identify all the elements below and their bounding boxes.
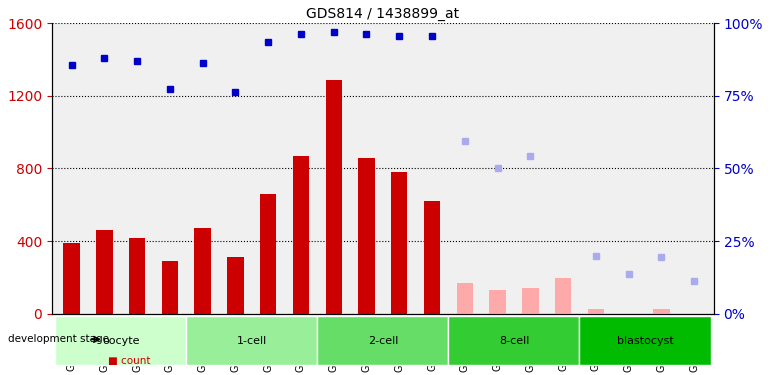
Text: 2-cell: 2-cell [368, 336, 398, 346]
FancyBboxPatch shape [55, 316, 186, 365]
FancyBboxPatch shape [317, 316, 448, 365]
Text: 8-cell: 8-cell [499, 336, 529, 346]
Bar [424, 201, 440, 314]
FancyBboxPatch shape [580, 316, 711, 365]
Bar [358, 158, 375, 314]
Text: 1-cell: 1-cell [236, 336, 267, 346]
Bar [293, 156, 309, 314]
Bar [326, 80, 342, 314]
Bar [129, 238, 146, 314]
Text: oocyte: oocyte [102, 336, 139, 346]
Bar [653, 309, 670, 314]
Bar [522, 288, 538, 314]
Text: blastocyst: blastocyst [617, 336, 674, 346]
Text: development stage: development stage [8, 334, 109, 344]
Title: GDS814 / 1438899_at: GDS814 / 1438899_at [306, 7, 460, 21]
Text: ■ count: ■ count [108, 356, 150, 366]
Bar [391, 172, 407, 314]
Bar [227, 257, 243, 313]
Bar [63, 243, 80, 314]
Bar [457, 283, 473, 314]
Bar [490, 290, 506, 314]
Bar [588, 309, 604, 314]
FancyBboxPatch shape [186, 316, 317, 365]
Bar [555, 278, 571, 314]
FancyBboxPatch shape [448, 316, 580, 365]
Bar [195, 228, 211, 314]
Bar [96, 230, 112, 314]
Bar [162, 261, 178, 314]
Bar [260, 194, 276, 314]
